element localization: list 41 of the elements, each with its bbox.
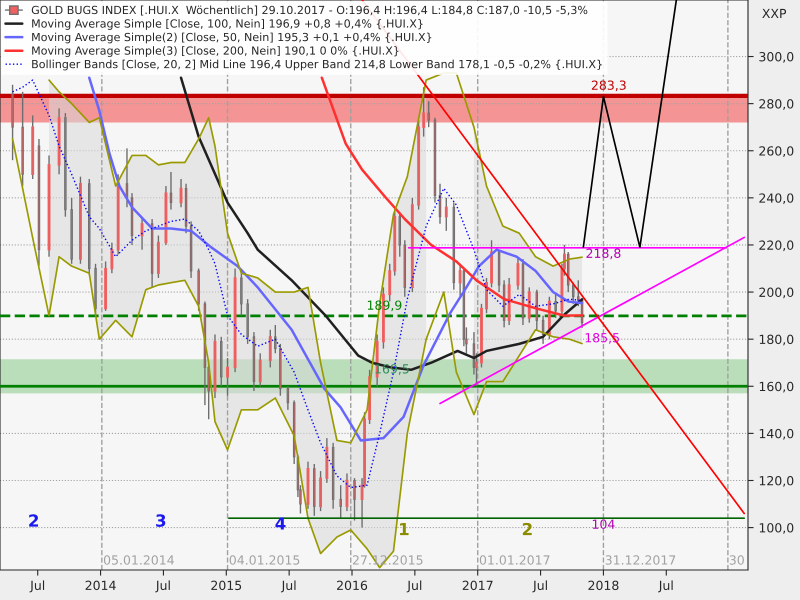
ref-line-label: 04.01.2015	[230, 555, 300, 565]
annotation: 4	[275, 517, 286, 530]
x-tick-label: Jul	[532, 580, 547, 592]
x-tick-label: 2017	[462, 580, 493, 590]
y-tick-label: 280,0	[759, 99, 794, 110]
annotation: 1	[400, 523, 409, 536]
x-tick-label: 2018	[588, 580, 618, 590]
annotation: 30	[730, 555, 744, 565]
annotation: 2	[522, 522, 532, 536]
legend-label: Bollinger Bands [Close, 20, 2] Mid Line 196,4 Upper Band 214,8 Lower Band 178,1 -0,5 -0,2% {.HUI.X}	[32, 60, 602, 70]
y-tick-label: 100,0	[760, 523, 794, 534]
x-tick-label: 2015	[211, 580, 242, 590]
ref-line-label: 01.01.2017	[480, 555, 550, 565]
legend-label: Moving Average Simple(2) [Close, 50, Nein] 195,3 +0,1 +0,4% {.HUI.X}	[32, 32, 432, 44]
x-tick-label: 2016	[337, 580, 368, 590]
x-tick-label: Jul	[280, 580, 296, 592]
y-tick-label: 240,0	[759, 193, 794, 204]
annotation: 104	[592, 519, 615, 529]
x-tick-label: Jul	[30, 580, 44, 592]
legend-label: Moving Average Simple(3) [Close, 200, Nein] 190,1 0 0% {.HUI.X}	[32, 46, 399, 57]
y-tick-label: 180,0	[760, 334, 794, 346]
y-tick-label: 200,0	[759, 288, 794, 298]
y-tick-label: 260,0	[759, 146, 794, 157]
annotation: 3	[156, 514, 166, 527]
ref-line-label: 31.12.2017	[606, 555, 676, 565]
y-tick-label: 300,0	[759, 52, 794, 63]
y-axis-title: XXP	[762, 8, 786, 18]
y-tick-label: 220,0	[759, 240, 794, 252]
y-tick-label: 140,0	[760, 428, 794, 440]
x-tick-label: Jul	[406, 580, 422, 592]
x-tick-label: Jul	[155, 580, 170, 592]
legend-label: Moving Average Simple [Close, 100, Nein] 196,9 +0,8 +0,4% {.HUI.X}	[32, 19, 423, 30]
annotation: 218,8	[586, 248, 620, 260]
legend-label: GOLD BUGS INDEX [.HUI.X Wöchentlich] 29.10.2017 - O:196,4 H:196,4 L:184,8 C:187,0 -10,5 -5,3%	[32, 6, 588, 16]
x-tick-label: 2014	[86, 580, 116, 590]
y-tick-label: 160,0	[760, 382, 794, 392]
ref-line-label: 283,3	[592, 80, 626, 92]
y-tick-label: 120,0	[760, 476, 794, 487]
annotation: 2	[29, 514, 38, 527]
ref-line-label: 05.01.2014	[104, 555, 174, 565]
x-tick-label: Jul	[658, 580, 673, 592]
